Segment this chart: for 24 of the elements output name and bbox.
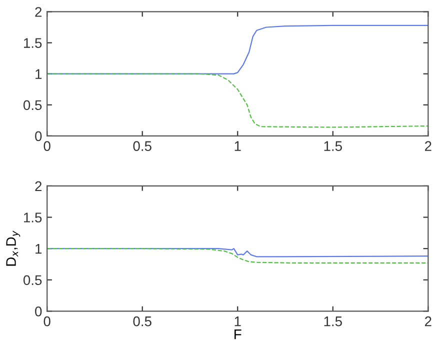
y-tick-label: 2 [35,7,42,17]
x-tick-label: 1.5 [324,141,342,151]
y-tick-label: 0.5 [23,100,42,110]
y-tick-label: 0.5 [23,275,42,286]
y-tick-label: 0 [35,131,42,142]
x-tick-label: 0 [44,316,50,326]
x-tick-label: 0.5 [133,316,152,326]
y-axis-title: D$_{x}$,D$_{y}$ [6,230,20,266]
x-tick-label: 0 [44,141,50,151]
x-tick-label: 1 [234,141,241,151]
y-tick-label: 1.5 [24,38,42,48]
x-tick-label: 1 [234,316,241,326]
x-tick-label: 2 [424,316,432,326]
y-tick-label: 2 [35,181,42,191]
y-tick-label: 0 [35,306,42,316]
x-axis-title: F [234,330,242,340]
x-tick-label: 2 [424,141,432,151]
line-series [47,73,428,128]
x-tick-label: 0.5 [133,141,152,151]
y-tick-label: 1 [36,244,42,254]
line-series [47,248,428,264]
y-tick-label: 1 [36,69,42,79]
x-tick-label: 1.5 [324,316,342,326]
y-tick-label: 1.5 [24,212,42,222]
